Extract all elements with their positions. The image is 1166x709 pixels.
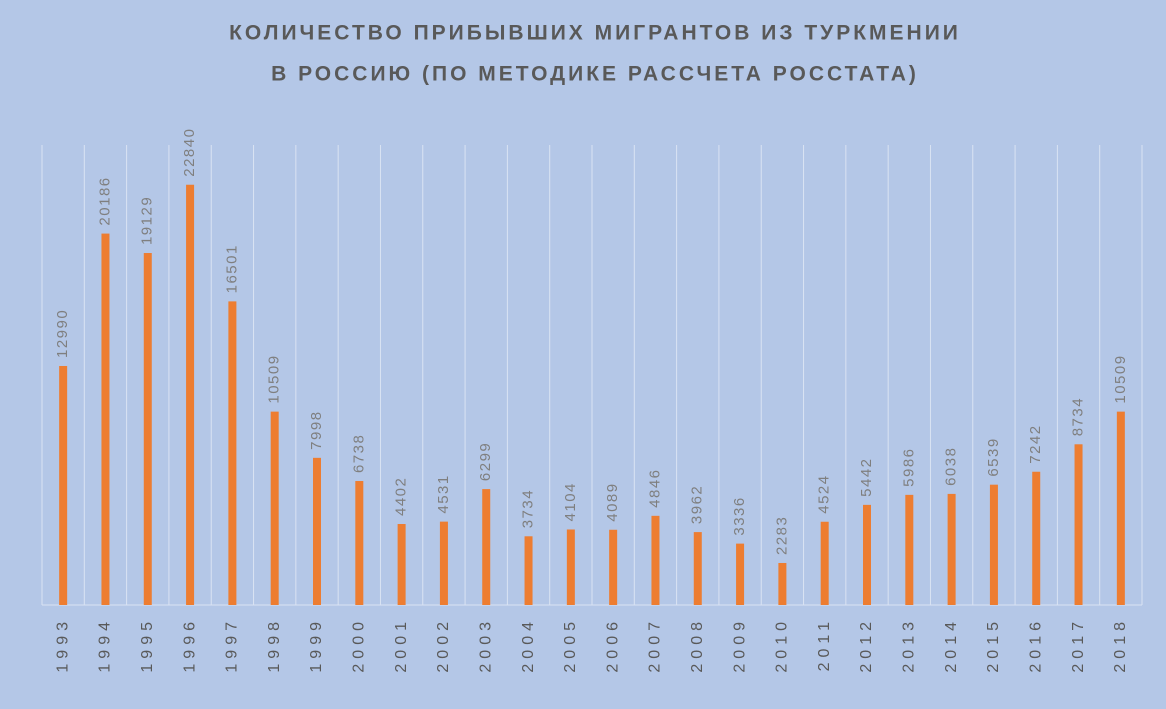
chart-title: В РОССИЮ (ПО МЕТОДИКЕ РАССЧЕТА РОССТАТА) xyxy=(271,63,919,86)
bar xyxy=(693,532,702,605)
bar xyxy=(947,493,956,605)
bar xyxy=(736,543,745,605)
x-tick-label: 1999 xyxy=(308,617,325,673)
bar xyxy=(143,253,152,605)
data-label: 19129 xyxy=(139,196,156,245)
bar xyxy=(397,524,406,605)
bar xyxy=(820,521,829,605)
data-label: 4524 xyxy=(816,474,833,513)
x-tick-label: 1998 xyxy=(266,617,283,673)
bar xyxy=(609,529,618,605)
x-tick-label: 2006 xyxy=(604,617,621,673)
x-tick-label: 2005 xyxy=(562,617,579,673)
bar xyxy=(651,515,660,605)
data-label: 12990 xyxy=(54,309,71,358)
bar xyxy=(863,504,871,605)
data-label: 3336 xyxy=(731,496,748,535)
data-label: 4402 xyxy=(393,477,410,516)
x-tick-label: 1995 xyxy=(139,617,156,673)
data-label: 16501 xyxy=(223,244,240,293)
data-label: 6038 xyxy=(943,447,960,486)
x-tick-label: 2002 xyxy=(435,617,452,673)
data-label: 5442 xyxy=(858,457,875,496)
bar xyxy=(1074,444,1083,605)
x-tick-label: 2011 xyxy=(816,617,833,671)
data-label: 4104 xyxy=(562,482,579,521)
data-label: 5986 xyxy=(900,447,917,486)
x-tick-label: 2008 xyxy=(689,617,706,673)
bar xyxy=(101,233,110,605)
x-tick-label: 1993 xyxy=(54,617,71,673)
x-tick-label: 2007 xyxy=(647,617,664,673)
bar xyxy=(778,562,787,605)
bar xyxy=(270,411,279,605)
data-label: 4531 xyxy=(435,474,452,513)
x-tick-label: 1994 xyxy=(97,617,114,673)
bar xyxy=(228,301,237,605)
data-label: 10509 xyxy=(266,354,283,403)
bar xyxy=(524,536,533,605)
bar xyxy=(355,481,364,605)
data-label: 3734 xyxy=(520,489,537,528)
x-tick-label: 2001 xyxy=(393,617,410,673)
bar xyxy=(186,184,195,605)
bar xyxy=(313,457,321,605)
bar xyxy=(482,489,491,605)
bar xyxy=(439,521,448,605)
x-tick-label: 2017 xyxy=(1070,617,1087,673)
x-tick-label: 2016 xyxy=(1027,617,1044,673)
x-tick-label: 2015 xyxy=(985,617,1002,673)
x-tick-label: 2014 xyxy=(943,617,960,673)
data-label: 7242 xyxy=(1027,424,1044,463)
x-tick-label: 2013 xyxy=(901,617,918,673)
x-tick-label: 2010 xyxy=(774,617,791,673)
x-tick-label: 2003 xyxy=(477,617,494,673)
x-tick-label: 2012 xyxy=(858,617,875,673)
data-label: 6539 xyxy=(985,437,1002,476)
data-label: 8734 xyxy=(1070,397,1087,436)
data-label: 2283 xyxy=(773,516,790,555)
bar xyxy=(989,484,998,605)
data-label: 22840 xyxy=(181,128,198,177)
x-tick-label: 2009 xyxy=(731,617,748,673)
bar xyxy=(59,365,68,605)
data-label: 7998 xyxy=(308,410,325,449)
bar xyxy=(1116,411,1125,605)
data-label: 6738 xyxy=(350,434,367,473)
x-tick-label: 2018 xyxy=(1112,617,1129,673)
bar xyxy=(566,529,575,605)
x-tick-label: 2000 xyxy=(351,617,368,673)
bar xyxy=(1032,471,1041,605)
x-tick-label: 2004 xyxy=(520,617,537,673)
data-label: 4089 xyxy=(604,482,621,521)
x-tick-label: 1996 xyxy=(181,617,198,673)
data-label: 10509 xyxy=(1112,354,1129,403)
chart-title: КОЛИЧЕСТВО ПРИБЫВШИХ МИГРАНТОВ ИЗ ТУРКМЕ… xyxy=(229,22,961,45)
x-tick-label: 1997 xyxy=(224,617,241,673)
bar xyxy=(905,494,914,605)
data-label: 20186 xyxy=(96,176,113,225)
data-label: 3962 xyxy=(689,485,706,524)
data-label: 6299 xyxy=(477,442,494,481)
data-label: 4846 xyxy=(646,468,663,507)
